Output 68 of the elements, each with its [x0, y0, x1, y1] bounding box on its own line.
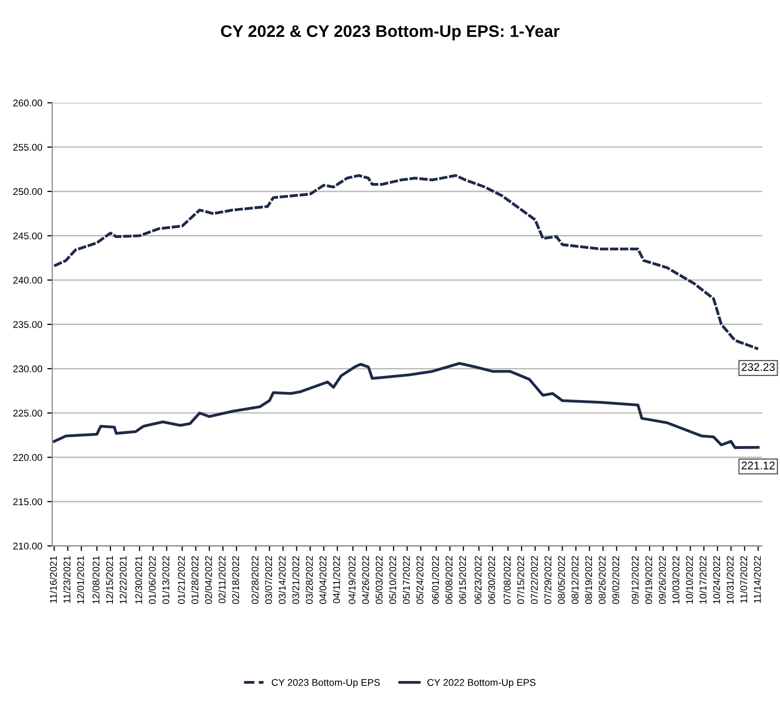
line-series	[52, 174, 760, 350]
y-tick-label: 230.00	[13, 365, 42, 372]
x-tick-label: 04/19/2022	[348, 556, 356, 604]
x-tick-label: 12/08/2021	[92, 556, 100, 604]
x-tick-label: 10/31/2022	[726, 556, 734, 604]
x-tick-label: 04/04/2022	[319, 556, 326, 604]
x-tick-label: 10/24/2022	[712, 556, 720, 604]
x-tick-label: 02/04/2022	[204, 556, 212, 604]
x-tick-label: 07/22/2022	[530, 556, 538, 604]
x-tick-label: 07/15/2022	[517, 556, 524, 604]
x-tick-label: 06/08/2022	[445, 556, 452, 604]
x-tick-label: 12/30/2021	[135, 556, 142, 604]
x-tick-label: 02/18/2022	[232, 556, 240, 604]
y-tick-label: 240.00	[13, 276, 42, 284]
chart-title: CY 2022 & CY 2023 Bottom-Up EPS: 1-Year	[221, 25, 560, 40]
x-tick-label: 05/03/2022	[375, 556, 383, 604]
x-tick-label: 06/23/2022	[474, 556, 482, 604]
x-tick-label: 12/15/2021	[106, 556, 114, 604]
x-tick-label: 10/03/2022	[672, 556, 680, 604]
x-tick-label: 08/12/2022	[571, 556, 578, 604]
x-tick-label: 09/02/2022	[612, 556, 620, 604]
x-tick-label: 06/30/2022	[488, 556, 496, 604]
x-tick-label: 01/28/2022	[191, 556, 198, 604]
y-tick-label: 210.00	[13, 542, 42, 550]
x-tick-label: 03/07/2022	[264, 556, 272, 604]
x-tick-label: 08/05/2022	[558, 556, 565, 604]
x-tick-label: 05/17/2022	[402, 556, 410, 604]
x-tick-label: 07/08/2022	[503, 556, 511, 604]
x-tick-label: 06/15/2022	[458, 556, 466, 604]
x-tick-label: 03/14/2022	[278, 556, 286, 604]
x-tick-label: 01/06/2022	[148, 556, 156, 604]
x-tick-label: 09/19/2022	[645, 556, 652, 604]
x-tick-label: 09/26/2022	[658, 556, 666, 604]
data-label: 221.12	[742, 462, 775, 470]
x-tick-label: 04/26/2022	[362, 556, 370, 604]
y-tick-label: 220.00	[13, 454, 42, 461]
x-tick-label: 02/11/2022	[218, 556, 226, 604]
y-tick-label: 235.00	[13, 321, 42, 328]
x-tick-label: 02/28/2022	[251, 556, 258, 604]
x-tick-label: 03/21/2022	[292, 556, 300, 604]
x-tick-label: 10/17/2022	[699, 556, 706, 604]
x-tick-label: 06/01/2022	[432, 556, 439, 604]
x-tick-label: 05/10/2022	[389, 556, 396, 604]
x-tick-label: 12/22/2021	[119, 556, 127, 604]
y-tick-label: 225.00	[13, 410, 42, 417]
y-tick-label: 215.00	[13, 498, 42, 506]
x-tick-label: 07/29/2022	[544, 556, 552, 604]
x-tick-label: 12/01/2021	[76, 556, 84, 604]
y-tick-label: 255.00	[13, 144, 42, 151]
x-tick-label: 04/11/2022	[332, 556, 340, 604]
x-tick-label: 01/21/2022	[178, 556, 185, 604]
y-tick-label: 250.00	[13, 188, 42, 196]
legend-label: CY 2022 Bottom-Up EPS	[427, 679, 536, 688]
x-tick-label: 05/24/2022	[416, 556, 424, 604]
x-tick-label: 01/13/2022	[162, 556, 170, 604]
x-tick-label: 10/10/2022	[686, 556, 693, 604]
x-tick-label: 11/16/2021	[50, 556, 57, 603]
legend-label: CY 2023 Bottom-Up EPS	[272, 679, 380, 688]
x-tick-label: 11/14/2022	[754, 556, 761, 603]
y-tick-label: 245.00	[13, 232, 42, 240]
x-tick-label: 08/19/2022	[584, 556, 592, 604]
x-tick-label: 11/07/2022	[740, 556, 748, 603]
x-tick-label: 08/26/2022	[598, 556, 606, 604]
y-tick-label: 260.00	[13, 100, 42, 106]
x-tick-label: 11/23/2021	[63, 556, 70, 603]
data-label: 232.23	[742, 363, 775, 371]
x-tick-label: 03/28/2022	[306, 556, 313, 604]
x-tick-label: 09/12/2022	[631, 556, 639, 604]
